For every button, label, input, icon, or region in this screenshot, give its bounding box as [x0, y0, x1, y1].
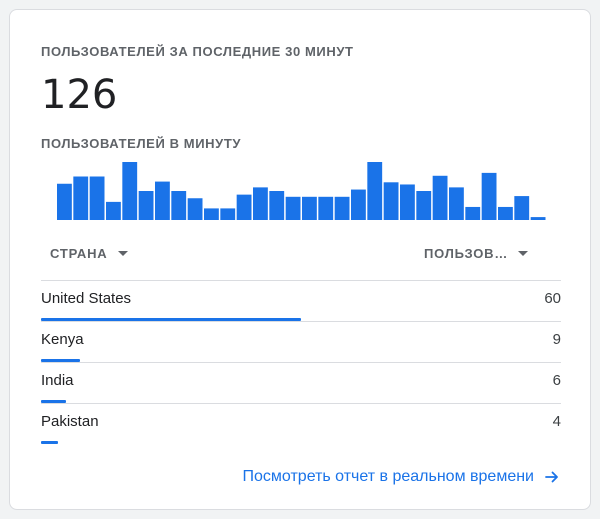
- link-label: Посмотреть отчет в реальном времени: [242, 468, 534, 485]
- sort-dropdown-icon: [117, 251, 128, 256]
- country-column-header[interactable]: СТРАНА: [50, 246, 128, 261]
- chart-bar[interactable]: [318, 196, 334, 220]
- card-title: ПОЛЬЗОВАТЕЛЕЙ ЗА ПОСЛЕДНИЕ 30 МИНУТ: [41, 44, 354, 59]
- chart-bar[interactable]: [400, 184, 415, 220]
- users-count: 6: [552, 372, 561, 389]
- chart-bar[interactable]: [416, 191, 432, 220]
- chart-bar[interactable]: [481, 172, 497, 220]
- chart-bar[interactable]: [285, 196, 301, 220]
- share-bar: [41, 400, 66, 403]
- chart-bar[interactable]: [498, 206, 513, 220]
- chart-bar[interactable]: [220, 208, 236, 220]
- country-table: United States 60 Kenya 9 India 6 Pakista…: [41, 280, 561, 444]
- chart-bar[interactable]: [383, 182, 399, 220]
- table-row[interactable]: India 6: [41, 362, 561, 403]
- chart-bar[interactable]: [204, 208, 219, 220]
- view-realtime-report-link[interactable]: Посмотреть отчет в реальном времени: [243, 468, 560, 486]
- country-name: United States: [41, 290, 132, 307]
- chart-bar[interactable]: [236, 194, 252, 220]
- chart-bar[interactable]: [269, 191, 285, 220]
- chart-bar[interactable]: [138, 191, 154, 220]
- per-minute-label: ПОЛЬЗОВАТЕЛЕЙ В МИНУТУ: [41, 136, 242, 151]
- table-row[interactable]: Pakistan 4: [41, 403, 561, 444]
- country-name: India: [41, 372, 74, 389]
- arrow-right-icon: [545, 471, 558, 483]
- chart-bar[interactable]: [106, 201, 121, 220]
- chart-bar[interactable]: [171, 191, 187, 220]
- country-name: Pakistan: [41, 413, 99, 430]
- chart-bar[interactable]: [57, 183, 72, 220]
- chart-bar[interactable]: [530, 217, 546, 220]
- chart-bar[interactable]: [367, 162, 383, 220]
- chart-bar[interactable]: [351, 189, 366, 220]
- users-column-label: ПОЛЬЗОВ…: [424, 246, 509, 261]
- total-users-value: 126: [41, 72, 118, 118]
- chart-bar[interactable]: [514, 196, 530, 220]
- sort-dropdown-icon: [518, 251, 529, 256]
- chart-bar[interactable]: [449, 187, 464, 220]
- country-column-label: СТРАНА: [50, 246, 108, 261]
- table-row[interactable]: Kenya 9: [41, 321, 561, 362]
- chart-bar[interactable]: [432, 175, 448, 220]
- chart-bar[interactable]: [253, 187, 268, 220]
- country-name: Kenya: [41, 331, 84, 348]
- chart-bar[interactable]: [73, 176, 89, 221]
- chart-bar[interactable]: [122, 162, 138, 220]
- users-column-header[interactable]: ПОЛЬЗОВ…: [424, 246, 529, 261]
- share-bar: [41, 318, 301, 321]
- table-row[interactable]: United States 60: [41, 280, 561, 321]
- chart-bar[interactable]: [155, 181, 170, 220]
- chart-bar[interactable]: [89, 176, 105, 221]
- users-per-minute-chart: [57, 162, 546, 221]
- users-count: 60: [544, 290, 561, 307]
- chart-bar[interactable]: [187, 198, 203, 220]
- chart-bar[interactable]: [334, 196, 350, 220]
- share-bar: [41, 441, 58, 444]
- share-bar: [41, 359, 80, 362]
- chart-bar[interactable]: [302, 196, 317, 220]
- users-count: 4: [552, 413, 561, 430]
- chart-bar[interactable]: [465, 206, 481, 220]
- realtime-users-card: ПОЛЬЗОВАТЕЛЕЙ ЗА ПОСЛЕДНИЕ 30 МИНУТ 126 …: [9, 9, 591, 510]
- users-count: 9: [552, 331, 561, 348]
